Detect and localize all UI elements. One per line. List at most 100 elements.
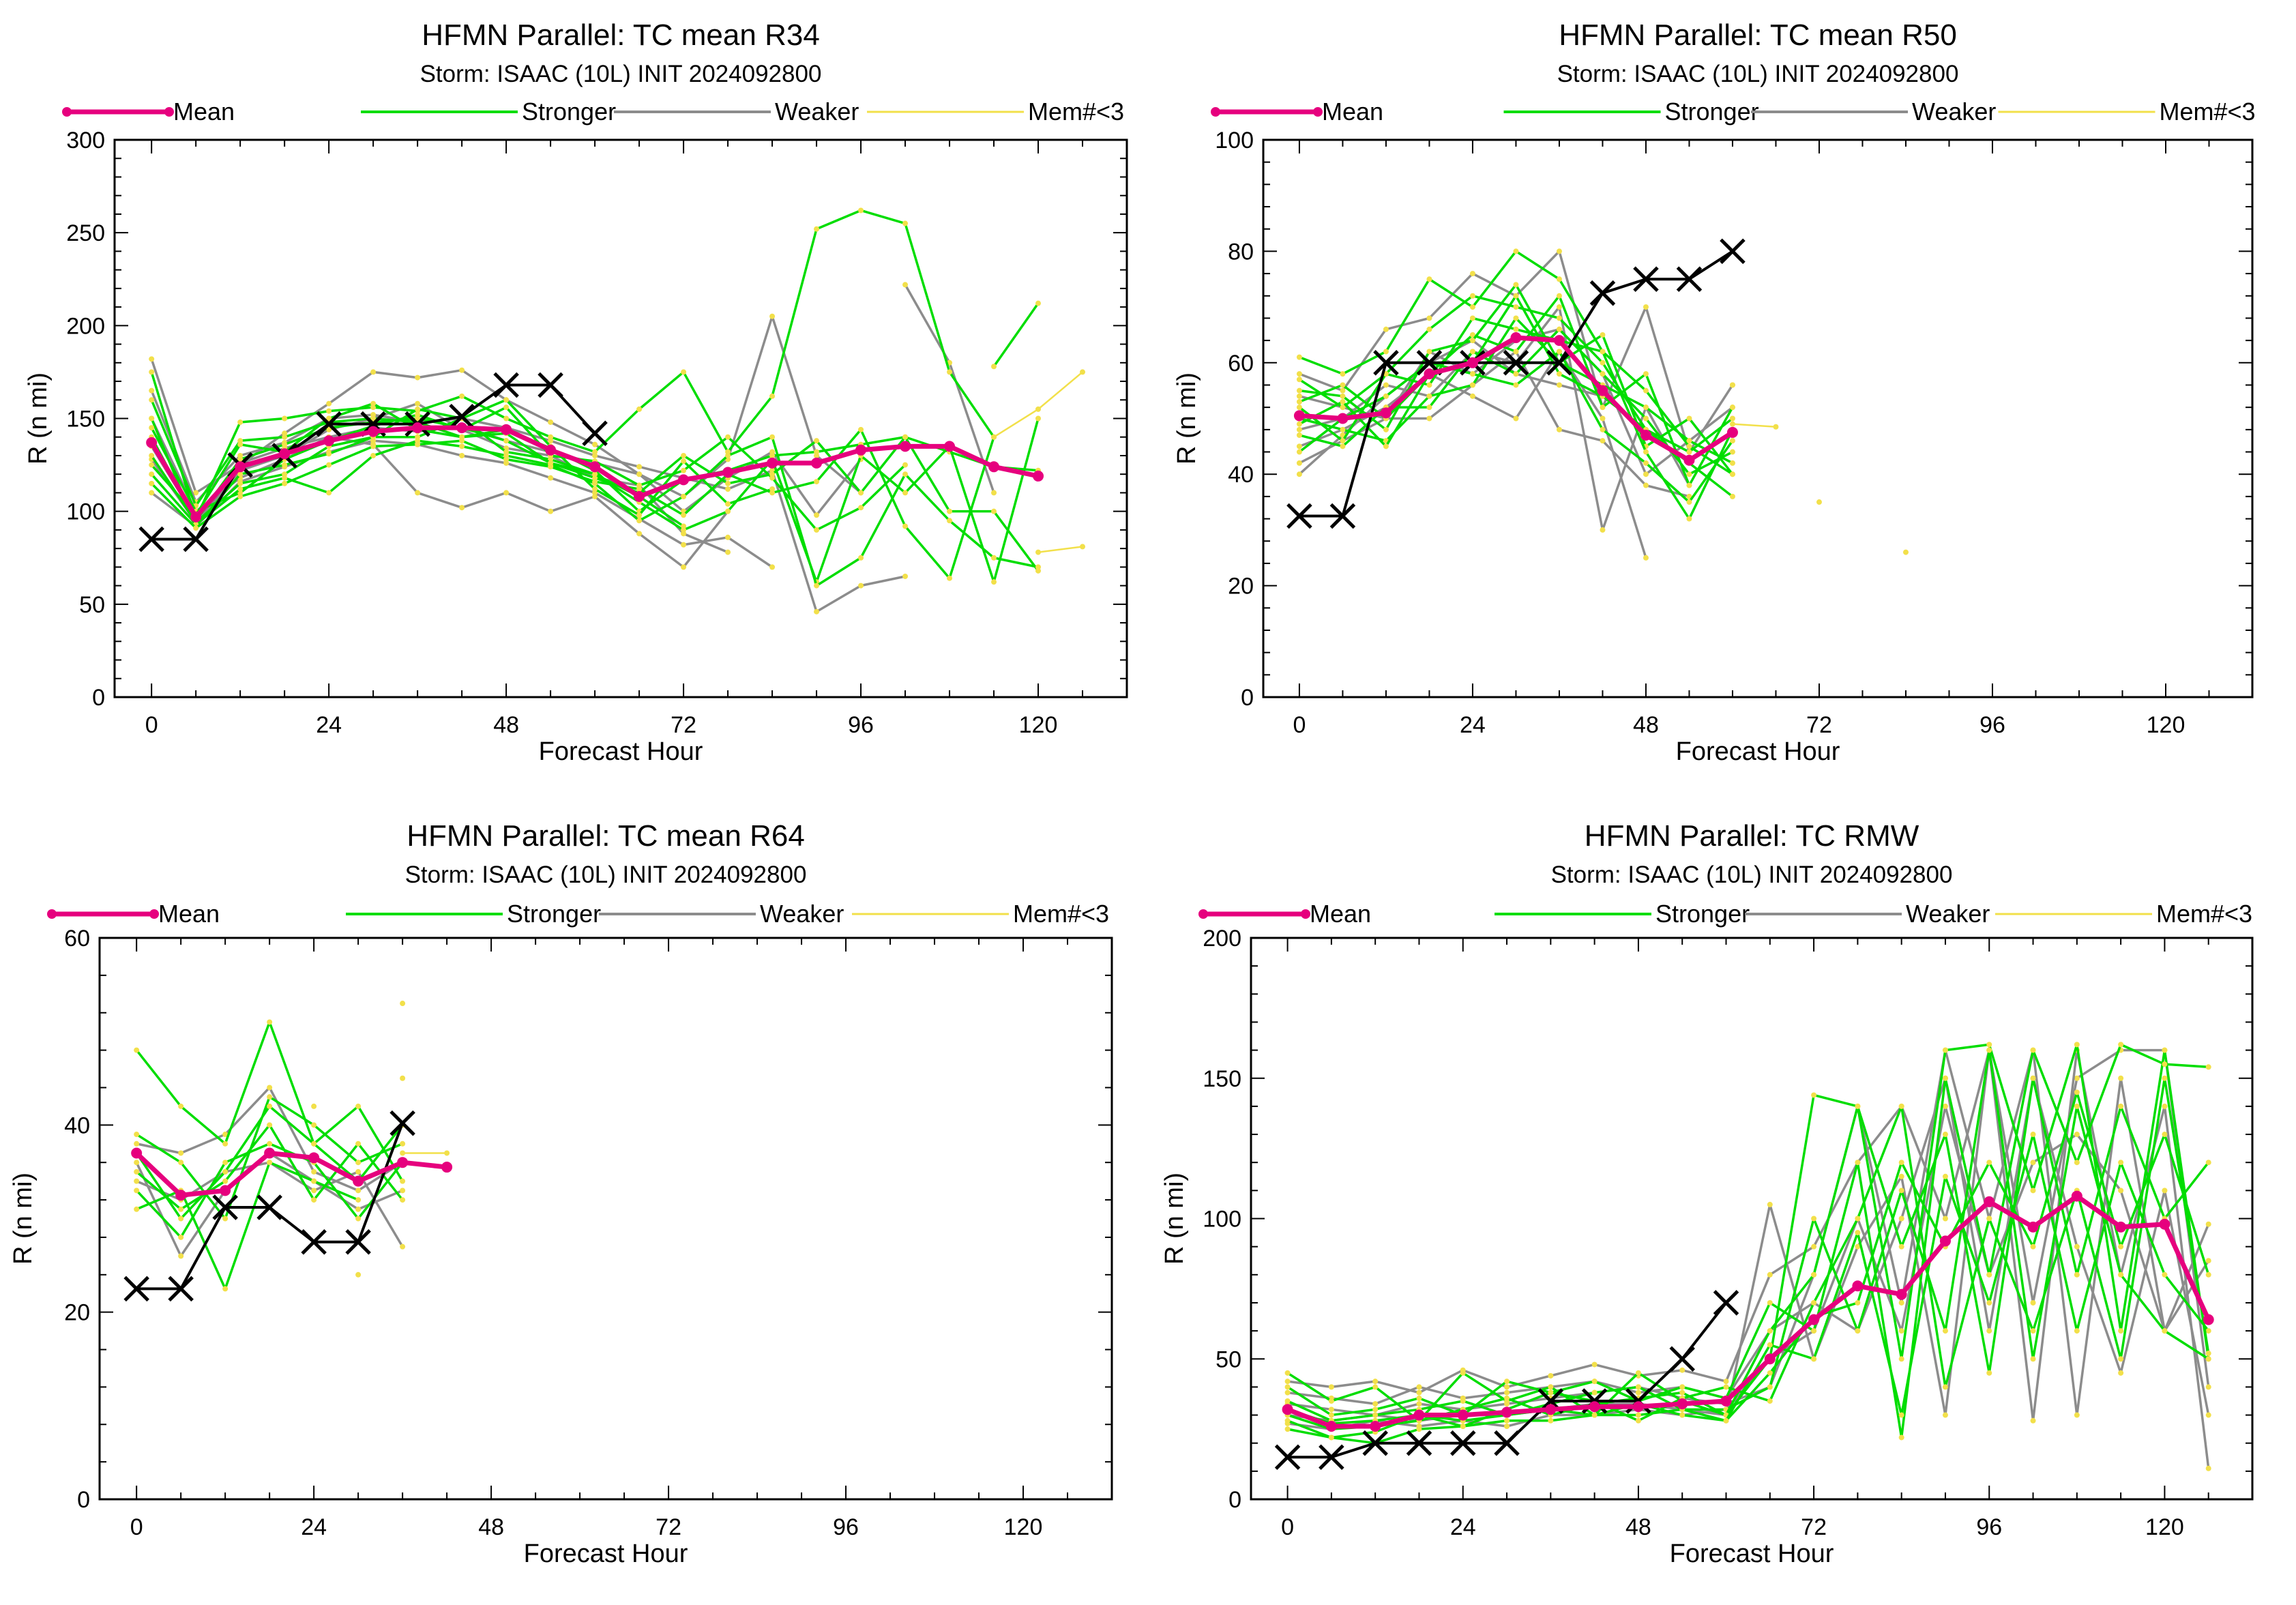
member-point: [1898, 1434, 1904, 1441]
legend-label: Stronger: [1665, 98, 1759, 126]
obs-marker-stroke: [1713, 1290, 1739, 1316]
x-tick-label: 48: [1633, 712, 1659, 738]
chart-subtitle: Storm: ISAAC (10L) INIT 2024092800: [420, 61, 822, 87]
legend-label: Weaker: [775, 98, 859, 126]
member-point: [1635, 1417, 1641, 1424]
member-point: [1372, 1407, 1379, 1413]
member-point: [1372, 1401, 1379, 1407]
obs-point: [1669, 1346, 1695, 1372]
mean-point: [900, 441, 911, 452]
obs-point: [212, 1194, 238, 1220]
member-point: [2030, 1132, 2036, 1138]
member-point: [1383, 349, 1389, 355]
member-point: [1469, 349, 1475, 355]
obs-marker-stroke: [1669, 1346, 1695, 1372]
member-point: [282, 415, 288, 422]
obs-marker-stroke: [212, 1194, 238, 1220]
legend-label: Mem#<3: [1028, 98, 1124, 126]
member-point: [311, 1103, 317, 1109]
series-few-15: [400, 1150, 450, 1156]
x-tick-label: 96: [833, 1514, 859, 1540]
member-point: [1773, 424, 1779, 430]
member-point: [1898, 1216, 1904, 1222]
x-tick-label: 0: [1281, 1514, 1294, 1540]
member-point: [1942, 1412, 1948, 1418]
obs-marker-stroke: [183, 526, 209, 553]
series-stronger-6: [1296, 326, 1735, 477]
member-point: [1556, 248, 1562, 254]
member-point: [1898, 1103, 1904, 1109]
y-tick-label: 60: [64, 926, 90, 952]
member-point: [355, 1160, 362, 1166]
member-point: [237, 480, 244, 486]
mean-point: [1808, 1314, 1820, 1325]
x-tick-label: 24: [301, 1514, 327, 1540]
member-point: [1686, 438, 1692, 444]
y-tick-label: 20: [1228, 574, 1254, 600]
member-point: [1035, 549, 1042, 555]
member-point: [814, 226, 820, 232]
obs-marker-stroke: [123, 1276, 149, 1302]
legend-label: Weaker: [1906, 900, 1990, 928]
member-point: [1643, 371, 1649, 377]
member-point: [1729, 493, 1735, 499]
member-point: [1296, 449, 1302, 455]
mean-point: [1424, 368, 1435, 380]
member-point: [636, 471, 643, 477]
x-tick-label: 72: [671, 712, 696, 738]
member-point: [858, 207, 864, 213]
mean-point: [220, 1185, 231, 1196]
member-point: [1811, 1328, 1817, 1334]
obs-point: [123, 1276, 149, 1302]
member-point: [1686, 449, 1692, 455]
member-point: [1811, 1216, 1817, 1222]
legend-label: Stronger: [522, 98, 616, 126]
member-point: [2118, 1243, 2124, 1250]
y-axis-label: R (n mi): [24, 372, 53, 465]
member-point: [355, 1188, 362, 1194]
mean-point: [353, 1175, 364, 1187]
mean-point: [1720, 1395, 1732, 1407]
series-line-stronger: [1286, 1043, 2209, 1439]
mean-point: [501, 424, 512, 435]
member-point: [459, 438, 465, 444]
member-point: [1426, 404, 1432, 411]
member-point: [902, 220, 909, 226]
member-point: [1548, 1389, 1554, 1396]
member-point: [503, 397, 510, 403]
obs-marker-stroke: [449, 404, 475, 430]
series-line-stronger: [992, 302, 1040, 368]
member-point: [326, 400, 332, 407]
member-point: [636, 406, 643, 412]
member-point: [1426, 393, 1432, 399]
member-point: [193, 490, 199, 496]
y-tick-label: 0: [77, 1487, 90, 1513]
member-point: [769, 434, 776, 440]
member-point: [2074, 1089, 2080, 1095]
member-point: [814, 479, 820, 485]
member-point: [503, 456, 510, 462]
member-point: [134, 1132, 140, 1138]
member-point: [725, 480, 731, 486]
member-point: [1986, 1370, 1992, 1376]
member-point: [1811, 1092, 1817, 1098]
member-point: [947, 369, 953, 375]
member-point: [415, 406, 421, 412]
member-point: [400, 1140, 406, 1147]
member-point: [2162, 1047, 2168, 1053]
series-line-weaker: [150, 390, 906, 613]
member-point: [1035, 300, 1042, 306]
member-point: [1426, 415, 1432, 422]
member-point: [1729, 421, 1735, 427]
obs-point: [1720, 238, 1746, 265]
member-point: [1600, 371, 1606, 377]
mean-point: [1501, 1407, 1513, 1418]
mean-point: [146, 437, 158, 448]
obs-point: [138, 526, 164, 553]
legend-label: Weaker: [1912, 98, 1996, 126]
member-point: [902, 462, 909, 468]
mean-point: [1553, 335, 1565, 347]
y-tick-label: 0: [1228, 1487, 1241, 1513]
member-point: [1296, 460, 1302, 466]
y-tick-label: 0: [92, 685, 105, 711]
